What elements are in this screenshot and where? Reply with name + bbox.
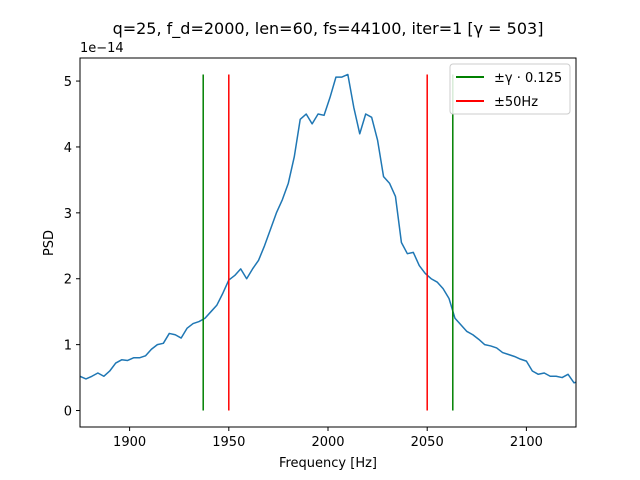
y-tick-label-3: 3	[64, 207, 72, 222]
x-tick-label-2000: 2000	[311, 435, 344, 450]
x-tick-label-1950: 1950	[212, 435, 245, 450]
x-tick-label-2100: 2100	[510, 435, 543, 450]
y-tick-label-5: 5	[64, 75, 72, 90]
plot-area	[79, 73, 577, 411]
series-line-0	[79, 73, 577, 384]
y-tick-label-4: 4	[64, 141, 72, 156]
y-offset-label: 1e−14	[80, 41, 124, 56]
y-tick-label-2: 2	[64, 273, 72, 288]
chart-title: q=25, f_d=2000, len=60, fs=44100, iter=1…	[113, 19, 544, 39]
x-tick-label-1900: 1900	[113, 435, 146, 450]
legend: ±γ · 0.125 ±50Hz	[449, 63, 571, 115]
y-tick-label-0: 0	[64, 405, 72, 420]
legend-label-1: ±50Hz	[494, 95, 538, 110]
x-tick-label-2050: 2050	[411, 435, 444, 450]
x-axis-label: Frequency [Hz]	[279, 456, 377, 471]
legend-label-0: ±γ · 0.125	[494, 71, 562, 86]
axis-ticks: 1900 1950 2000 2050 2100 0 1 2 3 4 5	[64, 75, 543, 450]
y-axis-label: PSD	[42, 230, 57, 256]
y-tick-label-1: 1	[64, 339, 72, 354]
